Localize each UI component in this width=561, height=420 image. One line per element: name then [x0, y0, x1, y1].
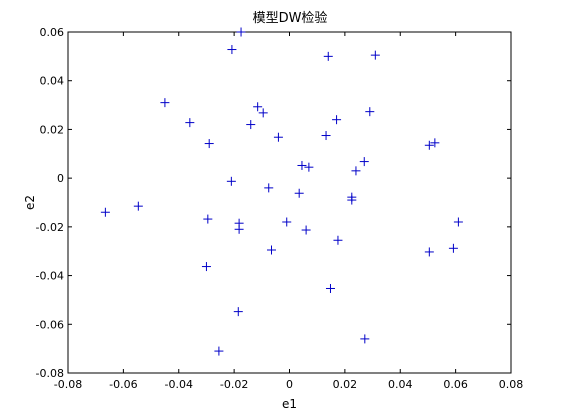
y-tick-label: -0.08: [36, 367, 64, 380]
y-tick-label: 0: [57, 172, 64, 185]
x-tick-label: 0: [286, 378, 293, 391]
x-axis-title: e1: [282, 397, 297, 411]
y-tick-label: 0.06: [40, 26, 65, 39]
x-tick-label: 0.02: [333, 378, 358, 391]
x-tick-label: -0.06: [109, 378, 137, 391]
chart-title: 模型DW检验: [253, 10, 328, 26]
y-tick-label: -0.06: [36, 318, 64, 331]
plot-area-frame: [68, 32, 511, 373]
x-tick-label: 0.08: [499, 378, 524, 391]
x-tick-label: -0.04: [165, 378, 193, 391]
y-tick-label: 0.02: [40, 123, 65, 136]
y-tick-label: -0.02: [36, 221, 64, 234]
x-tick-label: -0.02: [220, 378, 248, 391]
y-axis-title: e2: [23, 195, 37, 210]
x-tick-label: 0.04: [388, 378, 413, 391]
y-tick-label: -0.04: [36, 270, 64, 283]
y-tick-label: 0.04: [40, 75, 65, 88]
x-tick-label: 0.06: [443, 378, 468, 391]
